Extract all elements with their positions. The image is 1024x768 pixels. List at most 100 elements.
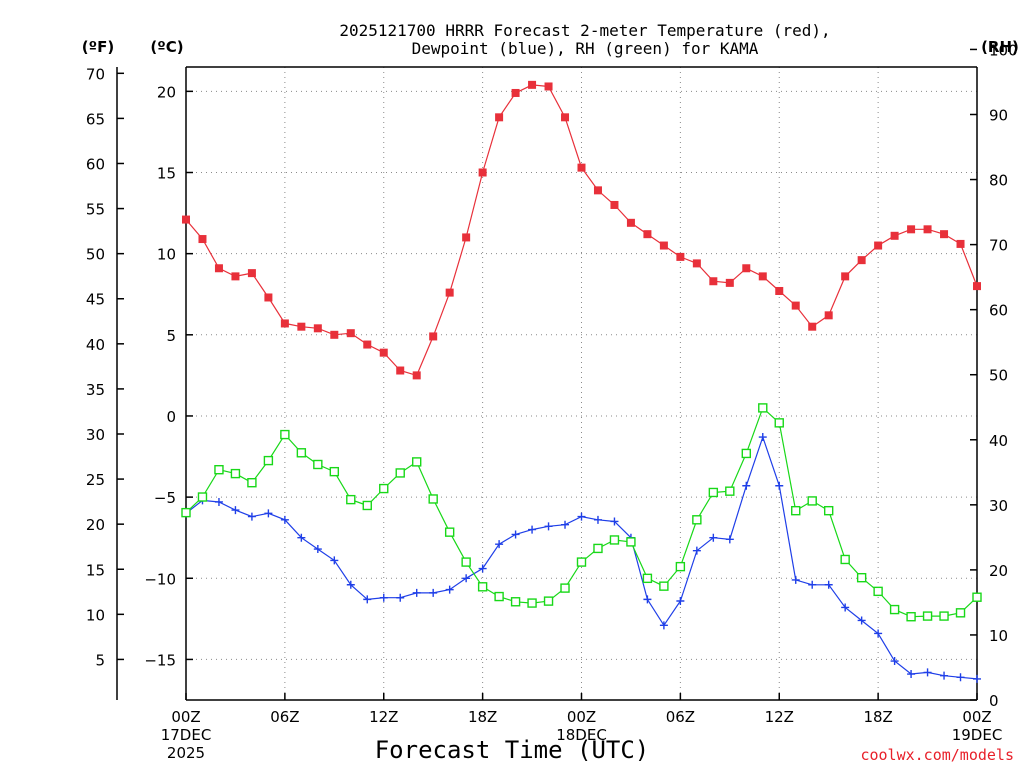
rh-tick-label-9: 10 <box>989 627 1008 645</box>
data-series <box>181 80 982 683</box>
dewpoint-point-29 <box>659 621 668 630</box>
x-tick-label-6: 12Z <box>765 708 794 726</box>
rh-point-37 <box>791 505 801 516</box>
chart-title-line-1: 2025121700 HRRR Forecast 2-meter Tempera… <box>339 21 830 40</box>
temperature-point-2 <box>214 264 223 273</box>
temperature-point-22 <box>544 82 553 91</box>
fahrenheit-unit-label: (ºF) <box>82 38 114 56</box>
x-tick-label-3: 18Z <box>468 708 497 726</box>
rh-tick-label-3: 70 <box>989 237 1008 255</box>
fahrenheit-tick-label-10: 20 <box>86 516 105 534</box>
rh-point-31 <box>692 515 702 525</box>
celsius-tick-label-6: −10 <box>144 570 176 588</box>
celsius-tick-label-7: −15 <box>144 651 176 669</box>
celsius-tick-label-1: 15 <box>157 165 176 183</box>
temperature-point-29 <box>659 241 668 250</box>
dewpoint-point-18 <box>478 564 487 573</box>
dewpoint-point-25 <box>593 515 602 524</box>
fahrenheit-tick-label-6: 40 <box>86 336 105 354</box>
dewpoint-point-11 <box>363 595 372 604</box>
dewpoint-point-36 <box>775 481 784 490</box>
temperature-point-0 <box>182 215 190 224</box>
x-tick-date-8: 19DEC <box>952 726 1003 744</box>
rh-tick-label-10: 0 <box>989 692 999 710</box>
rh-point-40 <box>840 554 850 565</box>
x-tick-label-1: 06Z <box>270 708 299 726</box>
rh-tick-label-4: 60 <box>989 302 1008 320</box>
temperature-point-36 <box>775 286 784 295</box>
rh-point-35 <box>758 403 768 413</box>
temperature-point-23 <box>561 113 570 122</box>
rh-point-7 <box>296 448 307 458</box>
dewpoint-point-40 <box>841 603 850 612</box>
celsius-tick-label-4: 0 <box>166 408 176 426</box>
rh-point-43 <box>889 604 900 615</box>
temperature-point-7 <box>297 322 306 331</box>
temperature-point-32 <box>709 277 718 286</box>
rh-point-36 <box>774 418 784 428</box>
dewpoint-point-43 <box>890 657 899 666</box>
rh-point-3 <box>230 468 241 479</box>
x-tick-label-5: 06Z <box>666 708 695 726</box>
dewpoint-point-44 <box>907 670 916 679</box>
rh-tick-label-5: 50 <box>989 367 1008 385</box>
rh-point-42 <box>873 586 883 597</box>
x-tick-label-4: 00Z <box>567 708 596 726</box>
rh-point-16 <box>444 527 455 537</box>
dewpoint-point-48 <box>973 674 981 683</box>
rh-point-10 <box>346 494 356 505</box>
dewpoint-point-15 <box>429 588 438 597</box>
x-tick-label-2: 12Z <box>369 708 398 726</box>
temperature-point-34 <box>742 264 751 273</box>
dewpoint-point-47 <box>956 673 965 682</box>
dewpoint-point-24 <box>577 512 586 521</box>
rh-point-48 <box>972 592 982 602</box>
rh-point-46 <box>939 611 949 621</box>
rh-point-0 <box>181 507 191 518</box>
rh-point-11 <box>362 500 372 511</box>
dewpoint-point-16 <box>445 585 454 594</box>
temperature-point-5 <box>264 293 273 302</box>
dewpoint-point-7 <box>297 533 306 542</box>
dewpoint-point-42 <box>874 629 883 638</box>
fahrenheit-tick-label-4: 50 <box>86 246 105 264</box>
dewpoint-point-31 <box>692 546 701 555</box>
temperature-point-30 <box>676 252 685 261</box>
dewpoint-point-41 <box>857 616 866 625</box>
temperature-point-6 <box>280 319 289 328</box>
rh-point-32 <box>708 487 719 498</box>
dewpoint-point-28 <box>643 595 652 604</box>
rh-point-29 <box>659 581 669 591</box>
rh-point-45 <box>922 611 933 621</box>
dewpoint-point-19 <box>495 540 504 549</box>
celsius-tick-label-5: −5 <box>154 489 176 507</box>
temperature-point-13 <box>396 366 405 375</box>
dewpoint-point-12 <box>379 593 388 602</box>
temperature-point-37 <box>791 301 800 310</box>
rh-point-28 <box>642 573 653 584</box>
rh-point-9 <box>329 466 340 477</box>
temperature-point-3 <box>231 272 240 281</box>
temperature-point-33 <box>725 278 734 287</box>
temperature-point-8 <box>313 324 322 333</box>
rh-point-13 <box>395 468 405 478</box>
temperature-point-24 <box>577 163 586 172</box>
rh-point-27 <box>626 537 636 547</box>
rh-point-5 <box>263 455 274 466</box>
x-tick-label-8: 00Z <box>962 708 991 726</box>
rh-tick-label-0: 100 <box>989 41 1018 59</box>
dewpoint-point-35 <box>758 433 767 442</box>
rh-point-15 <box>428 494 438 504</box>
rh-point-39 <box>823 505 834 516</box>
dewpoint-point-8 <box>313 545 322 554</box>
fahrenheit-tick-label-11: 15 <box>86 561 105 579</box>
dewpoint-point-4 <box>247 512 256 521</box>
rh-point-25 <box>593 543 603 554</box>
temperature-line <box>185 84 978 377</box>
dewpoint-point-3 <box>231 506 240 515</box>
rh-point-24 <box>576 557 587 567</box>
dewpoint-point-46 <box>940 671 949 680</box>
rh-point-1 <box>197 492 208 502</box>
fahrenheit-tick-label-3: 55 <box>86 201 105 219</box>
